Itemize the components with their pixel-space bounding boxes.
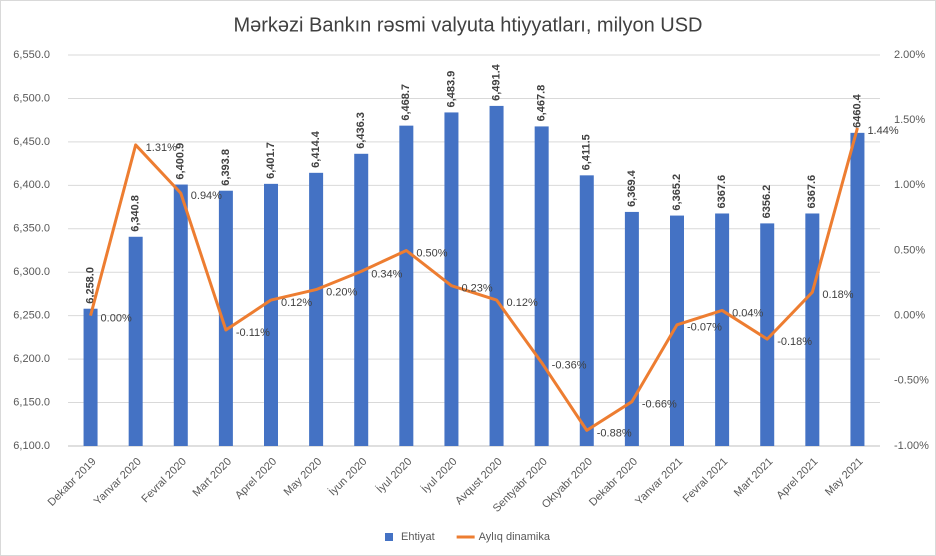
bar-value-label: 6,468.7 [400, 84, 412, 121]
y2-tick-label: -1.00% [894, 440, 929, 452]
bar [173, 184, 188, 446]
line-value-label: 0.94% [191, 190, 222, 202]
bar-value-label: 6,491.4 [490, 63, 502, 101]
bar-value-label: 6,340.8 [130, 195, 142, 232]
y2-tick-label: 2.00% [894, 49, 925, 61]
line-value-label: -0.36% [552, 359, 587, 371]
bar [624, 211, 639, 446]
y2-tick-label: 1.50% [894, 114, 925, 126]
line-value-label: 0.34% [371, 268, 402, 280]
bar [128, 236, 143, 446]
line-value-label: -0.66% [642, 399, 677, 411]
bar-value-label: 6460.4 [851, 93, 863, 128]
y2-tick-label: 0.00% [894, 310, 925, 322]
bar [760, 223, 775, 446]
bar [264, 183, 278, 447]
y2-tick-label: 1.00% [894, 179, 925, 191]
bar [218, 190, 233, 446]
bar [309, 172, 324, 446]
line-value-label: 0.00% [101, 313, 132, 325]
bar-value-label: 6,436.3 [355, 112, 367, 149]
y-tick-label: 6,100.0 [13, 440, 50, 452]
bar [715, 213, 730, 446]
bar [579, 175, 594, 446]
line-value-label: 0.12% [507, 297, 538, 309]
bar-value-label: 6,483.9 [445, 71, 457, 108]
bar [534, 126, 549, 446]
legend-swatch [385, 533, 393, 541]
y-tick-label: 6,450.0 [13, 136, 50, 148]
line-value-label: -0.18% [777, 336, 812, 348]
bar-value-label: 6,401.7 [265, 142, 277, 179]
line-value-label: 0.12% [281, 297, 312, 309]
bar [399, 125, 414, 447]
line-value-label: 0.50% [416, 247, 447, 259]
line-value-label: -0.07% [687, 322, 722, 334]
bar [670, 215, 684, 446]
line-value-label: -0.88% [597, 427, 632, 439]
y-tick-label: 6,550.0 [13, 49, 50, 61]
bar-value-label: 6,411.5 [581, 134, 593, 170]
legend-label: Ehtiyat [401, 531, 435, 543]
bar [850, 132, 865, 446]
line-value-label: 0.23% [461, 283, 492, 295]
chart-title: Mərkəzi Bankın rəsmi valyuta htiyyatları… [233, 14, 702, 36]
y-tick-label: 6,300.0 [13, 266, 50, 278]
line-value-label: 0.20% [326, 287, 357, 299]
line [89, 127, 859, 432]
y-tick-label: 6,500.0 [13, 92, 50, 104]
bar-value-label: 6,467.8 [536, 85, 548, 122]
line-value-label: -0.11% [236, 327, 270, 339]
bar-value-label: 6,414.4 [310, 130, 322, 168]
legend-label: Aylıq dinamika [479, 531, 551, 543]
bar-value-label: 6,393.8 [220, 149, 232, 186]
y2-tick-label: 0.50% [894, 244, 925, 256]
line-value-label: 0.04% [732, 307, 763, 319]
y-tick-label: 6,400.0 [13, 179, 50, 191]
bar [354, 153, 369, 446]
y-tick-label: 6,250.0 [13, 310, 50, 322]
y-tick-label: 6,150.0 [13, 396, 50, 408]
bar-value-label: 6367.6 [716, 175, 728, 209]
y-tick-label: 6,350.0 [13, 223, 50, 235]
y-tick-label: 6,200.0 [13, 353, 50, 365]
bar [489, 105, 504, 447]
bar-value-label: 6,365.2 [671, 174, 683, 211]
y2-tick-label: -0.50% [894, 375, 929, 387]
bar-value-label: 6,369.4 [626, 169, 638, 207]
bar-value-label: 6,400.9 [175, 143, 187, 180]
bar [83, 308, 98, 446]
bar-value-label: 6356.2 [761, 185, 773, 219]
bar-value-label: 6,258.0 [84, 267, 96, 304]
line-value-label: 0.18% [822, 289, 853, 301]
line-value-label: 1.31% [146, 142, 177, 154]
bar [805, 213, 820, 446]
line-value-label: 1.44% [867, 125, 898, 137]
bar [444, 112, 459, 446]
bar-value-label: 6367.6 [806, 175, 818, 209]
